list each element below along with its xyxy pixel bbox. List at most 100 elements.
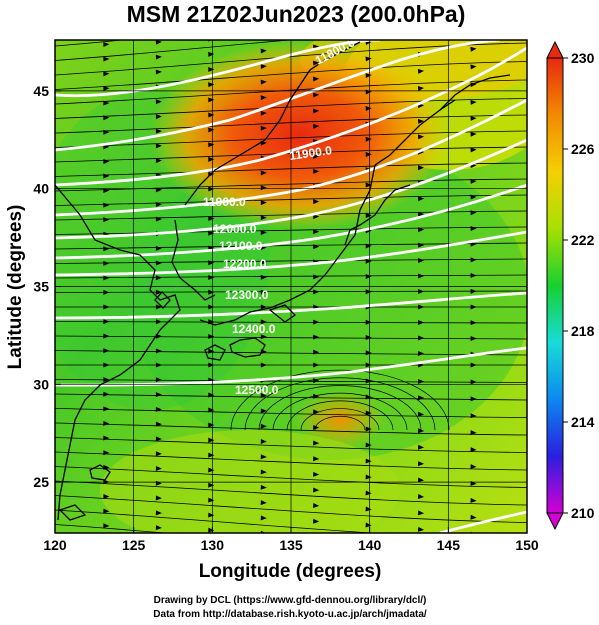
wind-arrow [313,503,320,509]
wind-arrow [313,424,320,430]
map-title: MSM 21Z02Jun2023 (200.0hPa) [127,1,466,27]
wind-arrow [260,200,267,206]
streamline [55,274,527,279]
x-axis-label: Longitude (degrees) [199,561,382,582]
wind-arrow [103,158,110,164]
wind-arrow [155,495,162,501]
coastline [439,74,511,111]
wind-arrow [103,202,110,208]
wind-arrow [470,497,477,503]
wind-arrow [313,471,320,477]
wind-arrow [470,46,477,52]
streamline [230,369,450,431]
wind-arrow [208,275,215,281]
streamline [55,258,527,264]
wind-arrow [418,196,425,202]
streamline [258,385,422,431]
streamline [55,114,527,134]
wind-arrow [208,67,215,73]
wind-arrow [208,437,215,443]
colorbar-tick-label: 222 [571,232,595,248]
wind-arrow [208,452,215,458]
wind-arrow [208,156,215,162]
wind-arrow [313,108,320,114]
wind-arrow [103,508,110,514]
wind-arrow [260,362,267,368]
wind-arrow [103,523,110,529]
wind-arrow [470,131,477,137]
wind-arrow [313,518,320,524]
wind-arrow [208,289,215,295]
wind-arrow [103,304,110,310]
wind-arrow [208,392,215,398]
wind-arrow [365,212,372,218]
wind-arrow [103,391,110,397]
wind-arrow [260,438,267,444]
wind-arrow [470,288,477,294]
wind-arrow [260,289,267,295]
wind-arrow [208,230,215,236]
contour-label: 11900.0 [288,143,333,163]
wind-arrow [260,259,267,265]
wind-arrow [418,273,425,279]
wind-arrow [418,543,424,549]
streamline [55,379,527,383]
wind-arrow [260,500,267,506]
wind-arrow [365,243,372,249]
wind-arrow [103,71,110,77]
wind-arrow [103,493,110,499]
wind-arrow [365,474,372,480]
wind-arrow [155,289,162,295]
wind-arrow [470,430,477,436]
wind-arrow [155,406,162,412]
streamline [286,400,394,431]
wind-arrow [313,123,320,129]
wind-arrow [418,304,425,310]
height-contour-line [55,40,381,98]
wind-arrow [260,48,267,54]
streamline [55,524,172,533]
wind-arrow [365,506,372,512]
wind-arrow [208,527,215,533]
streamline [55,40,293,61]
wind-arrow [208,82,215,88]
streamline [55,422,527,436]
wind-arrow [208,407,215,413]
streamline [300,408,380,431]
wind-arrow [103,217,110,223]
wind-arrow [208,362,215,368]
wind-arrow [418,258,425,264]
wind-arrow [365,334,372,340]
wind-arrow [417,494,425,500]
wind-arrow [260,110,267,116]
y-axis-label: Latitude (degrees) [5,205,26,370]
coastline [199,164,376,326]
wind-arrow [365,151,372,157]
credit-drawing: Drawing by DCL (https://www.gfd-dennou.o… [154,595,427,606]
wind-arrow [155,304,162,310]
wind-arrow [313,334,320,340]
wind-arrow [313,456,320,462]
colorbar-tick-label: 226 [571,141,595,157]
colorbar-max-arrow [546,40,564,59]
wind-arrow [103,289,110,295]
wind-arrow [103,348,110,354]
map-panel: 11800.0 11900.0 11900.0 12000.0 12100.0 … [55,40,527,549]
wind-arrow [260,423,267,429]
x-axis-ticks: 120 125 130 135 140 145 150 [43,527,539,553]
coastline [268,304,297,323]
wind-arrow [155,128,162,134]
wind-arrow [365,56,372,62]
wind-arrow [103,435,110,441]
wind-arrow [313,214,320,220]
wind-arrow [365,394,372,400]
y-tick-label: 45 [33,83,49,99]
wind-arrow [418,289,425,295]
wind-arrow [365,106,372,112]
wind-arrow [155,392,162,398]
wind-arrow [103,406,110,412]
coastline [58,504,87,521]
wind-arrow [470,335,477,341]
contour-label: 12200.0 [223,257,267,271]
